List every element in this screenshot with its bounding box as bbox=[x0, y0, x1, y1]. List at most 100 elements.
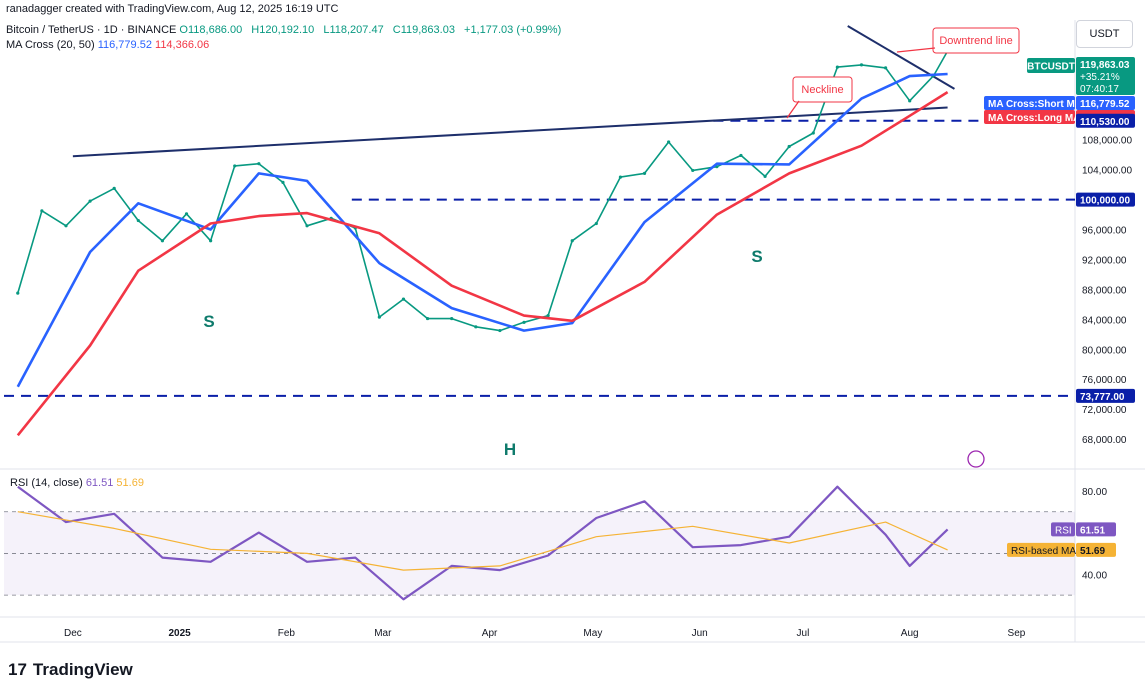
neckline-callout-box bbox=[792, 76, 853, 103]
price-point bbox=[425, 316, 430, 321]
neckline-callout-pointer bbox=[786, 100, 800, 119]
time-axis-tick: Jul bbox=[797, 628, 810, 639]
price-point bbox=[546, 313, 550, 318]
rsi-tag-value: 61.51 bbox=[1080, 525, 1105, 536]
price-point bbox=[112, 186, 116, 190]
flash-icon bbox=[967, 450, 985, 468]
rsi-tag-label-bg bbox=[1007, 542, 1075, 557]
currency-unit-button[interactable]: USDT bbox=[1076, 20, 1133, 48]
ohlc-high: H120,192.10 bbox=[251, 24, 315, 36]
ma-tag-label-bg bbox=[984, 96, 1075, 110]
price-point bbox=[835, 65, 839, 69]
pattern-label-shoulder: S bbox=[203, 312, 214, 331]
downtrend-line bbox=[847, 25, 955, 90]
time-axis-tick: Dec bbox=[64, 628, 82, 639]
downtrend-callout-label: Downtrend line bbox=[939, 35, 1012, 47]
ma-tag-label: MA Cross:Long MA bbox=[988, 113, 1080, 124]
rsi-axis-tick: 80.00 bbox=[1082, 487, 1107, 498]
price-axis-tick: 104,000.00 bbox=[1082, 166, 1132, 177]
symbol-name: Bitcoin / TetherUS · 1D · BINANCE bbox=[6, 24, 177, 36]
ohlc-low: L118,207.47 bbox=[323, 24, 384, 36]
price-point bbox=[160, 239, 165, 243]
time-axis-tick: Jun bbox=[692, 628, 708, 639]
ma-tag-label-bg bbox=[984, 110, 1075, 124]
time-axis-tick: May bbox=[583, 628, 602, 639]
price-axis-tick: 76,000.00 bbox=[1082, 375, 1127, 386]
rsi-ma-line bbox=[17, 511, 948, 571]
rsi-tag-value-bg bbox=[1076, 522, 1116, 537]
price-point bbox=[450, 316, 454, 321]
last-price-change: +35.21% bbox=[1080, 72, 1120, 83]
ma-tag-label: MA Cross:Short MA bbox=[988, 99, 1082, 110]
price-point bbox=[474, 325, 478, 329]
rsi-tag-label: RSI-based MA bbox=[1011, 546, 1076, 557]
price-point bbox=[16, 291, 20, 295]
price-point bbox=[811, 131, 815, 135]
price-point bbox=[88, 199, 92, 203]
price-point bbox=[908, 99, 912, 103]
last-price-tag-bg bbox=[1076, 57, 1135, 95]
rsi-legend-value: 61.51 bbox=[85, 477, 114, 489]
pattern-label-shoulder: S bbox=[751, 247, 762, 266]
ohlc-change: +1,177.03 (+0.99%) bbox=[464, 24, 562, 36]
rsi-legend: RSI (14, close) 61.51 51.69 bbox=[10, 477, 144, 489]
downtrend-callout-box bbox=[932, 27, 1020, 54]
rsi-tag-label: RSI bbox=[1055, 525, 1072, 536]
time-axis-tick: Mar bbox=[374, 628, 392, 639]
symbol-tag-bg bbox=[1027, 58, 1075, 73]
level-tag: 73,777.00 bbox=[1080, 392, 1125, 403]
price-point bbox=[618, 175, 623, 179]
ma-long-value: 114,366.06 bbox=[155, 39, 210, 51]
price-point bbox=[859, 63, 864, 67]
ma-short-value: 116,779.52 bbox=[97, 39, 152, 51]
price-point bbox=[64, 224, 68, 228]
price-point bbox=[257, 162, 261, 166]
price-point bbox=[739, 153, 743, 158]
price-point bbox=[642, 171, 647, 176]
ma-short-line bbox=[16, 72, 948, 388]
price-point bbox=[136, 218, 140, 223]
time-axis-tick: Feb bbox=[278, 628, 296, 639]
ma-long-line bbox=[16, 90, 949, 437]
price-point bbox=[691, 168, 695, 173]
price-axis-tick: 96,000.00 bbox=[1082, 226, 1127, 237]
rsi-tag-value-bg bbox=[1076, 542, 1116, 557]
time-axis-tick: 2025 bbox=[169, 628, 192, 639]
rsi-tag-value: 51.69 bbox=[1080, 546, 1105, 557]
tradingview-logo[interactable]: 17 TradingView bbox=[8, 660, 133, 680]
price-point bbox=[787, 144, 791, 149]
price-axis-tick: 88,000.00 bbox=[1082, 285, 1127, 296]
price-point bbox=[498, 328, 502, 333]
time-axis-tick: Aug bbox=[901, 628, 919, 639]
time-axis-tick: Apr bbox=[482, 628, 498, 639]
rsi-axis-tick: 40.00 bbox=[1082, 570, 1107, 581]
bar-countdown: 07:40:17 bbox=[1080, 84, 1119, 95]
price-point bbox=[667, 140, 671, 144]
tradingview-logo-icon: 17 bbox=[8, 660, 27, 679]
price-axis-tick: 84,000.00 bbox=[1082, 315, 1127, 326]
ohlc-close: C119,863.03 bbox=[392, 24, 455, 36]
price-point bbox=[184, 212, 189, 216]
price-axis-tick: 108,000.00 bbox=[1082, 136, 1132, 147]
level-tag-bg bbox=[1076, 192, 1135, 207]
level-tag: 110,530.00 bbox=[1080, 117, 1130, 128]
price-point bbox=[883, 66, 888, 70]
tradingview-brand: TradingView bbox=[32, 660, 133, 679]
rsi-line bbox=[17, 485, 949, 601]
time-axis-tick: Sep bbox=[1008, 628, 1026, 639]
price-point bbox=[401, 297, 406, 301]
neckline-callout-label: Neckline bbox=[801, 84, 843, 96]
rsi-ma-legend-value: 51.69 bbox=[116, 477, 144, 489]
price-point bbox=[305, 224, 309, 228]
ma-legend: MA Cross (20, 50) 116,779.52 114,366.06 bbox=[6, 39, 209, 51]
rsi-tag-label-bg bbox=[1051, 522, 1075, 537]
price-point bbox=[233, 164, 237, 168]
price-axis-tick: 68,000.00 bbox=[1082, 435, 1127, 446]
price-point bbox=[209, 239, 213, 243]
creator-line: ranadagger created with TradingView.com,… bbox=[6, 3, 339, 15]
pattern-label-head: H bbox=[504, 440, 516, 459]
neckline bbox=[72, 106, 948, 158]
price-axis-tick: 80,000.00 bbox=[1082, 345, 1127, 356]
price-series-line bbox=[17, 50, 949, 332]
